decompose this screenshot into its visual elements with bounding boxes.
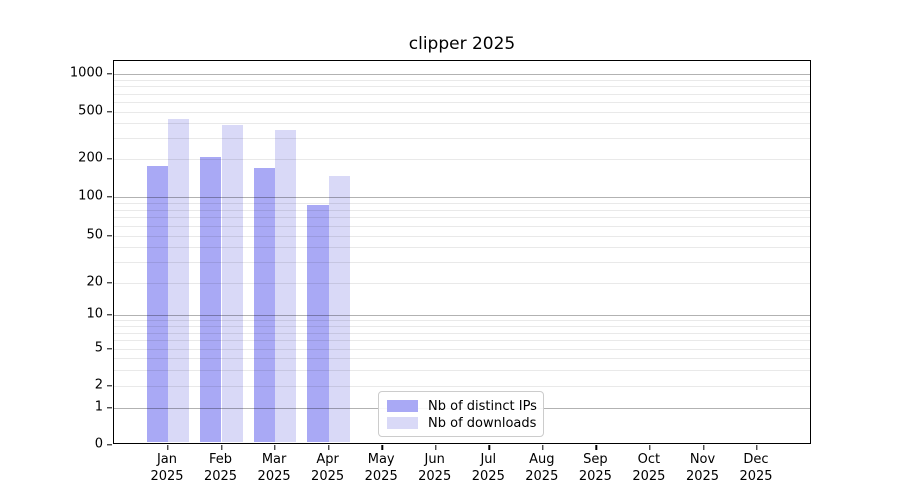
- y-tick-mark: [107, 73, 112, 75]
- y-tick-mark: [107, 235, 112, 237]
- gridline-minor: [114, 93, 810, 95]
- x-tick-mark: [702, 445, 705, 450]
- bar-feb-2025-downloads: [221, 124, 243, 442]
- gridline-minor: [114, 138, 810, 140]
- gridline-minor: [114, 325, 810, 327]
- y-tick-mark: [107, 111, 112, 113]
- bar-apr-2025-distinct-ips: [307, 204, 329, 442]
- x-tick-label: May 2025: [364, 452, 398, 484]
- legend-label-distinct-ips: Nb of distinct IPs: [428, 398, 537, 414]
- gridline-minor: [114, 369, 810, 371]
- gridline-major: [114, 74, 810, 75]
- y-tick-mark: [107, 385, 112, 387]
- gridline-minor: [114, 320, 810, 322]
- y-tick-mark: [107, 158, 112, 160]
- y-tick-mark: [107, 282, 112, 284]
- x-tick-mark: [542, 445, 544, 450]
- gridline-minor: [114, 225, 810, 227]
- legend-label-downloads: Nb of downloads: [428, 415, 537, 431]
- x-tick-mark: [327, 445, 330, 450]
- y-tick-label: 1: [94, 399, 103, 414]
- x-tick-mark: [434, 445, 437, 450]
- x-tick-label: Jan 2025: [150, 452, 184, 484]
- y-tick-label: 5: [94, 340, 103, 356]
- x-tick-mark: [488, 445, 490, 450]
- x-tick-mark: [381, 445, 383, 450]
- bar-feb-2025-distinct-ips: [200, 156, 222, 442]
- gridline-minor: [114, 247, 810, 249]
- downloads-swatch-icon: [387, 417, 418, 429]
- y-tick-label: 0: [94, 436, 103, 452]
- bar-mar-2025-distinct-ips: [253, 167, 276, 442]
- y-tick-label: 20: [86, 274, 103, 290]
- y-tick-mark: [107, 348, 112, 350]
- y-tick-mark: [107, 196, 112, 198]
- bar-apr-2025-downloads: [328, 175, 350, 442]
- x-tick-label: Apr 2025: [311, 452, 345, 484]
- y-tick-mark: [107, 406, 112, 409]
- x-tick-label: Feb 2025: [203, 452, 238, 484]
- distinct-ips-swatch-icon: [387, 400, 418, 412]
- y-tick-mark: [107, 314, 112, 316]
- gridline-minor: [114, 202, 810, 204]
- x-tick-label: Aug 2025: [525, 452, 559, 484]
- gridline-minor: [114, 217, 810, 219]
- gridline-minor: [114, 332, 810, 334]
- x-tick-label: Jul 2025: [471, 452, 505, 484]
- gridline-minor: [114, 102, 810, 103]
- y-tick-label: 200: [78, 150, 103, 166]
- legend-item-distinct-ips: Nb of distinct IPs: [387, 398, 537, 414]
- gridline-minor: [114, 159, 810, 160]
- gridline-minor: [114, 349, 810, 350]
- x-tick-label: Sep 2025: [578, 452, 612, 484]
- y-tick-label: 50: [86, 227, 103, 243]
- gridline-minor: [114, 86, 810, 88]
- gridline-minor: [114, 340, 810, 342]
- x-tick-mark: [274, 445, 276, 450]
- y-tick-mark: [107, 444, 112, 446]
- y-tick-label: 1000: [69, 65, 103, 81]
- bar-jan-2025-downloads: [168, 119, 190, 442]
- gridline-minor: [114, 112, 810, 113]
- x-tick-mark: [595, 445, 598, 450]
- y-tick-label: 500: [78, 103, 103, 119]
- x-tick-mark: [220, 445, 223, 450]
- gridline-minor: [114, 209, 810, 211]
- x-tick-label: Nov 2025: [685, 452, 720, 484]
- chart-title: clipper 2025: [408, 34, 516, 54]
- x-tick-mark: [756, 445, 758, 450]
- legend: Nb of distinct IPs Nb of downloads: [378, 391, 544, 437]
- x-tick-label: Oct 2025: [632, 452, 666, 484]
- gridline-minor: [114, 123, 810, 125]
- gridline-minor: [114, 236, 810, 237]
- y-tick-label: 100: [78, 188, 103, 204]
- x-tick-label: Mar 2025: [257, 452, 291, 484]
- x-tick-mark: [649, 445, 651, 450]
- gridline-minor: [114, 386, 810, 387]
- plot-area: [107, 60, 811, 450]
- x-tick-mark: [167, 445, 169, 450]
- bar-jan-2025-distinct-ips: [146, 166, 168, 442]
- legend-item-downloads: Nb of downloads: [387, 415, 537, 431]
- y-tick-label: 10: [86, 306, 103, 322]
- y-axis: 0 1 2 5 10 20 50 100 200 500 1000: [0, 60, 103, 452]
- gridline-major: [114, 315, 810, 316]
- gridline-minor: [114, 283, 810, 284]
- x-tick-label: Dec 2025: [739, 452, 773, 484]
- gridline-minor: [114, 358, 810, 359]
- gridline-minor: [114, 79, 810, 81]
- y-tick-label: 2: [94, 377, 103, 393]
- bar-mar-2025-downloads: [275, 130, 297, 442]
- gridline-minor: [114, 262, 810, 264]
- gridline-major: [114, 197, 810, 198]
- x-tick-label: Jun 2025: [418, 452, 452, 484]
